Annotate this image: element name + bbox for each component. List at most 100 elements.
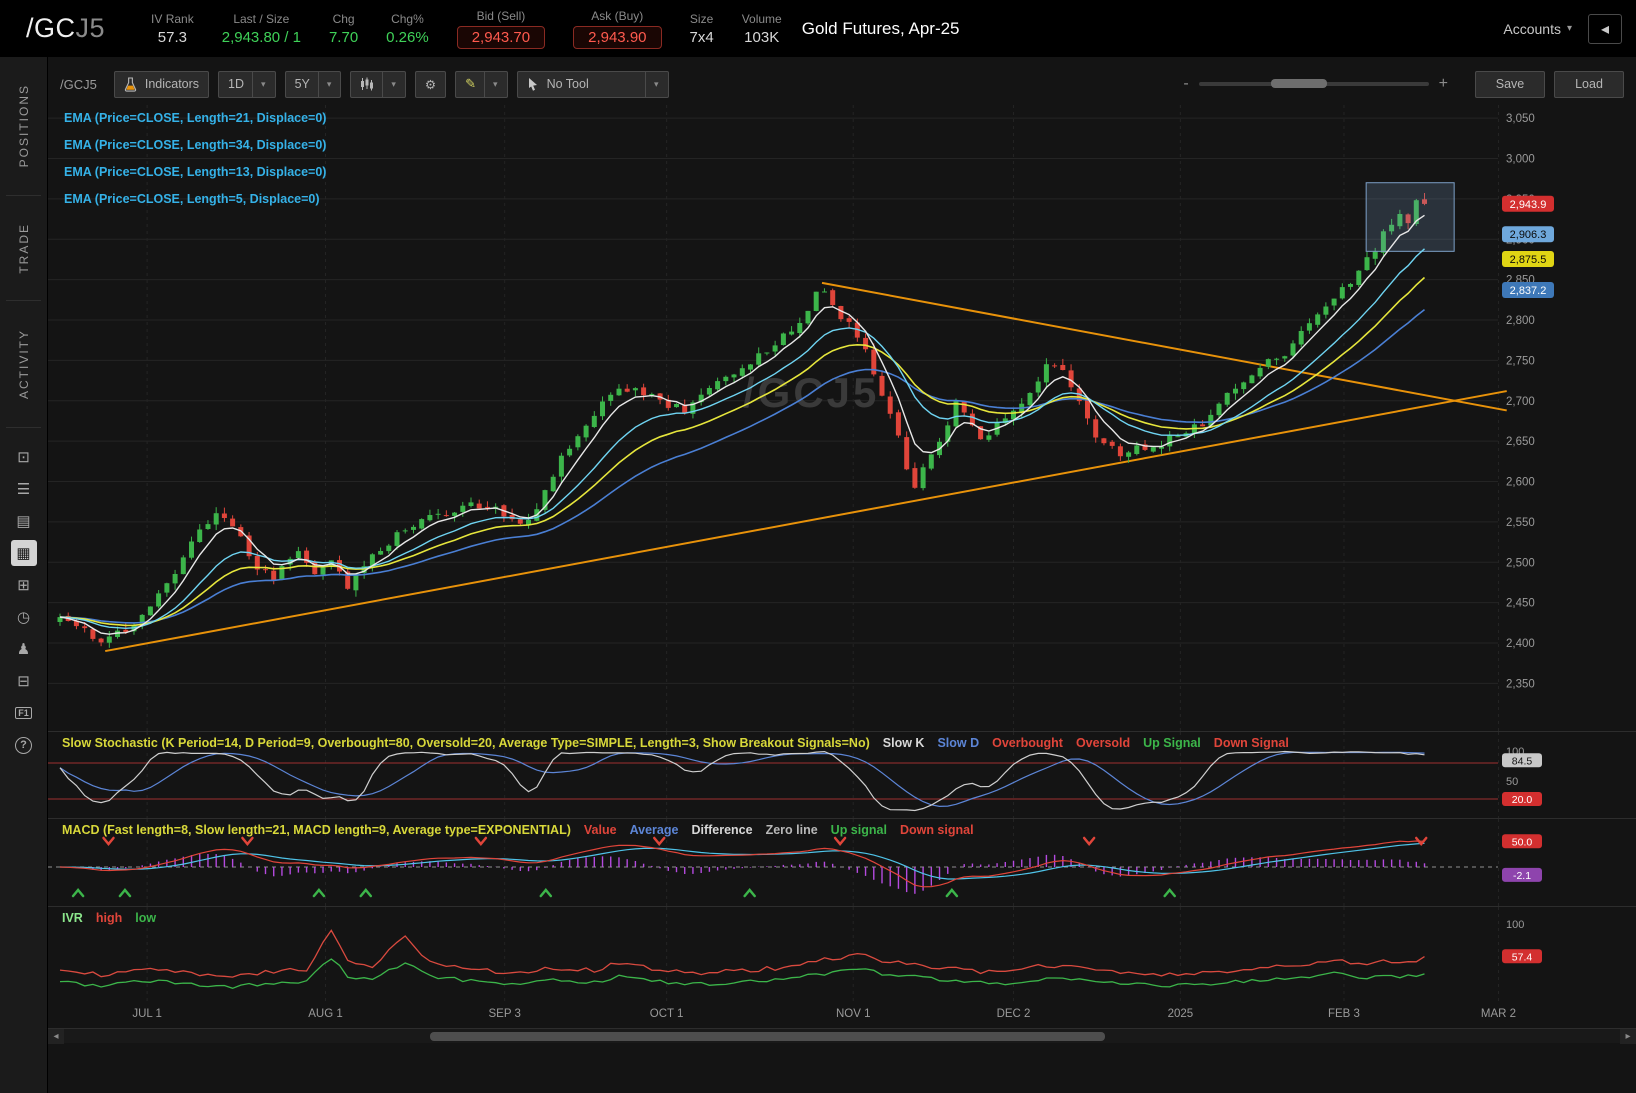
svg-text:2,750: 2,750 [1506, 355, 1535, 367]
save-button[interactable]: Save [1475, 70, 1545, 98]
svg-text:2,837.2: 2,837.2 [1510, 285, 1547, 297]
macd-study-label[interactable]: MACD (Fast length=8, Slow length=21, MAC… [62, 823, 987, 837]
tab-label: ACTIVITY [16, 328, 31, 399]
ema-study-label[interactable]: EMA (Price=CLOSE, Length=34, Displace=0) [64, 138, 327, 152]
x-axis-label: MAR 2 [1480, 1008, 1517, 1020]
study-label-part: low [135, 911, 157, 925]
community-icon[interactable]: ♟ [16, 641, 31, 658]
macd-canvas[interactable]: 50.0 -2.1 [48, 819, 1636, 906]
x-axis-label: JUL 1 [132, 1008, 162, 1020]
scrollbar-thumb[interactable] [430, 1032, 1105, 1041]
accounts-label: Accounts [1503, 20, 1561, 37]
timeframe-value: 1D [228, 77, 245, 91]
charts-icon[interactable]: ▦ [10, 540, 37, 566]
price-chart-canvas[interactable]: /GCJ53,0503,0002,9502,9002,8502,8002,750… [48, 105, 1636, 731]
chg-value: 7.70 [328, 28, 359, 46]
zoom-in-button[interactable]: + [1438, 75, 1448, 92]
size-field: Size 7x4 [690, 12, 714, 46]
accounts-dropdown[interactable]: Accounts ▾ [1503, 21, 1572, 37]
pencil-icon: ✎ [465, 76, 477, 91]
svg-text:2,500: 2,500 [1506, 557, 1535, 569]
ema-study-label[interactable]: EMA (Price=CLOSE, Length=13, Displace=0) [64, 165, 327, 179]
field-label: Ask (Buy) [591, 8, 644, 23]
ivr-canvas[interactable]: 100 57.4 [48, 907, 1636, 1002]
field-label: Bid (Sell) [476, 8, 526, 23]
support-icon[interactable]: ? [11, 732, 37, 758]
chevron-down-icon: ▾ [1566, 23, 1572, 34]
ask-button[interactable]: 2,943.90 [573, 25, 662, 49]
svg-text:2,906.3: 2,906.3 [1510, 229, 1547, 241]
field-label: Chg [332, 11, 355, 26]
divider [6, 427, 41, 428]
zoom-slider-thumb[interactable] [1270, 79, 1327, 88]
study-label-part: Zero line [765, 823, 818, 837]
stochastic-panel[interactable]: 100 50 84.5 20.0 Slow Stochastic (K Period=… [48, 731, 1636, 818]
orders-icon[interactable]: ▤ [16, 513, 31, 530]
clock-icon[interactable]: ◷ [16, 609, 31, 626]
volume-field: Volume 103K [742, 12, 782, 46]
svg-text:3,050: 3,050 [1506, 113, 1535, 125]
ema-study-label[interactable]: EMA (Price=CLOSE, Length=5, Displace=0) [64, 192, 320, 206]
indicators-label: Indicators [144, 77, 200, 91]
apps-grid-icon[interactable]: ⊞ [17, 577, 30, 594]
tab-trade[interactable]: TRADE [0, 196, 47, 300]
last-size-field: Last / Size 2,943.80 / 1 [222, 12, 301, 46]
range-dropdown[interactable]: 5Y ▾ [284, 70, 342, 98]
svg-text:57.4: 57.4 [1512, 951, 1533, 963]
collapse-panel-button[interactable]: ◂ [1588, 13, 1622, 44]
zoom-slider[interactable] [1198, 79, 1429, 88]
load-label: Load [1575, 77, 1603, 91]
study-label-part: Down Signal [1213, 736, 1289, 750]
chart-toolbar: /GCJ5 Indicators 1D ▾ 5Y ▾ ▾ ⚙ ✎ ▾ No Tool … [48, 69, 1636, 99]
monitor-icon[interactable]: ⊡ [17, 449, 30, 466]
svg-text:100: 100 [1506, 919, 1524, 931]
timeframe-dropdown[interactable]: 1D ▾ [218, 70, 276, 98]
study-label-part: MACD (Fast length=8, Slow length=21, MAC… [62, 823, 571, 837]
svg-text:50.0: 50.0 [1512, 836, 1533, 848]
h-scrollbar[interactable]: ◂ ▸ [48, 1028, 1636, 1044]
ema-study-labels: EMA (Price=CLOSE, Length=21, Displace=0)… [64, 111, 326, 219]
scroll-right-button[interactable]: ▸ [1620, 1029, 1636, 1044]
last-size-value: 2,943.80 / 1 [221, 28, 301, 46]
chevron-down-icon: ▾ [484, 71, 498, 97]
watchlist-icon[interactable]: ☰ [16, 481, 31, 498]
study-label-part: Down signal [899, 823, 974, 837]
stochastic-canvas[interactable]: 100 50 84.5 20.0 [48, 732, 1636, 818]
f1-help-icon[interactable]: F1 [11, 700, 37, 726]
tab-label: POSITIONS [16, 84, 31, 168]
indicators-button[interactable]: Indicators [113, 70, 210, 98]
tab-positions[interactable]: POSITIONS [0, 57, 47, 195]
drawing-tool-dropdown[interactable]: No Tool ▾ [516, 70, 669, 98]
study-label-part: Up signal [830, 823, 887, 837]
svg-text:/GCJ5: /GCJ5 [743, 369, 879, 416]
scroll-left-button[interactable]: ◂ [48, 1029, 64, 1044]
chart-type-dropdown[interactable]: ▾ [350, 70, 406, 98]
tab-activity[interactable]: ACTIVITY [0, 301, 47, 427]
study-label-part: Slow K [882, 736, 925, 750]
divider [6, 195, 41, 196]
quote-fields: IV Rank 57.3 Last / Size 2,943.80 / 1 Chg 7… [151, 9, 782, 49]
x-axis-label: AUG 1 [308, 1008, 343, 1020]
study-label-part: Up Signal [1143, 736, 1201, 750]
load-button[interactable]: Load [1554, 70, 1624, 98]
stochastic-study-label[interactable]: Slow Stochastic (K Period=14, D Period=9… [62, 736, 1302, 750]
ivr-study-label[interactable]: IVR high low [62, 911, 169, 925]
drawings-dropdown[interactable]: ✎ ▾ [455, 70, 508, 98]
zoom-out-button[interactable]: - [1183, 75, 1189, 92]
macd-panel[interactable]: 50.0 -2.1 MACD (Fast length=8, Slow lengt… [48, 818, 1636, 906]
study-label-part: Average [629, 823, 679, 837]
ema-study-label[interactable]: EMA (Price=CLOSE, Length=21, Displace=0) [64, 111, 327, 125]
chg-field: Chg 7.70 [329, 12, 358, 46]
price-chart-panel[interactable]: /GCJ53,0503,0002,9502,9002,8502,8002,750… [48, 105, 1636, 731]
bid-button[interactable]: 2,943.70 [456, 25, 546, 49]
symbol-suffix: J5 [75, 13, 106, 43]
symbol-title: /GCJ5 [26, 13, 105, 44]
quote-header: /GCJ5 IV Rank 57.3 Last / Size 2,943.80 / … [0, 0, 1636, 57]
chevron-down-icon: ▾ [317, 71, 331, 97]
range-value: 5Y [294, 77, 310, 91]
ivr-panel[interactable]: 100 57.4 IVR high low [48, 906, 1636, 1002]
chart-settings-button[interactable]: ⚙ [414, 70, 447, 98]
archive-icon[interactable]: ⊟ [17, 673, 30, 690]
left-sidebar: POSITIONS TRADE ACTIVITY ⊡ ☰ ▤ ▦ ⊞ ◷ ♟ ⊟ F1? [0, 57, 48, 1093]
study-label-part: Overbought [992, 736, 1063, 750]
